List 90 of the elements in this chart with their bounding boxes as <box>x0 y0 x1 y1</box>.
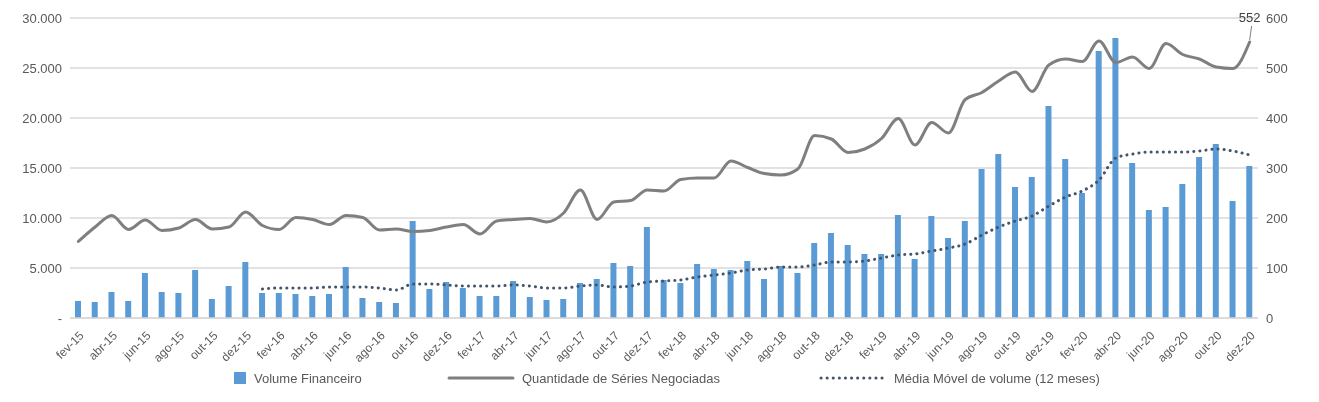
bar <box>309 296 316 318</box>
bar <box>175 293 182 318</box>
bar <box>727 270 734 318</box>
bar <box>978 169 985 318</box>
bar <box>710 269 717 318</box>
bar <box>761 279 768 318</box>
bar <box>811 243 818 318</box>
bar <box>1145 210 1152 318</box>
bar <box>392 303 399 318</box>
bar <box>643 227 650 318</box>
bar <box>861 254 868 318</box>
bar <box>677 283 684 318</box>
bar <box>1212 144 1219 318</box>
y-tick-label: 30.000 <box>22 10 62 26</box>
bar <box>794 273 801 318</box>
bar <box>1078 193 1085 318</box>
bar <box>292 294 299 318</box>
y2-tick-label: 600 <box>1266 10 1288 26</box>
bar <box>1045 106 1052 318</box>
bar <box>426 289 433 318</box>
bar <box>1229 201 1236 318</box>
bar <box>141 273 148 318</box>
bar <box>1129 163 1136 318</box>
bar <box>961 221 968 318</box>
y-tick-label: 10.000 <box>22 210 62 226</box>
y2-tick-label: 300 <box>1266 160 1288 176</box>
bar <box>342 267 349 318</box>
bar <box>443 282 450 318</box>
bar <box>1095 51 1102 318</box>
y-tick-label: 15.000 <box>22 160 62 176</box>
bar <box>1179 184 1186 318</box>
bar <box>627 266 634 318</box>
bar <box>878 254 885 318</box>
y-tick-label: 25.000 <box>22 60 62 76</box>
bar <box>359 298 366 318</box>
bar <box>510 281 517 318</box>
bar <box>560 299 567 318</box>
bar <box>225 286 232 318</box>
bar <box>844 245 851 318</box>
bar <box>1162 207 1169 318</box>
bar <box>1112 38 1119 318</box>
legend-label: Volume Financeiro <box>254 370 362 386</box>
bar <box>945 238 952 318</box>
y2-tick-label: 400 <box>1266 110 1288 126</box>
bar <box>1196 157 1203 318</box>
bar <box>543 300 550 318</box>
y-tick-label: - <box>57 310 62 326</box>
y2-tick-label: 200 <box>1266 210 1288 226</box>
bar <box>208 299 215 318</box>
bar <box>125 301 132 318</box>
bar <box>827 233 834 318</box>
bar <box>894 215 901 318</box>
bar <box>1062 159 1069 318</box>
bar <box>325 294 332 318</box>
bar <box>911 259 918 318</box>
bar <box>108 292 115 318</box>
bar <box>409 221 416 318</box>
bar <box>1012 187 1019 318</box>
bar <box>259 293 266 318</box>
bar <box>576 283 583 318</box>
bar <box>158 292 165 318</box>
bar <box>744 261 751 318</box>
y2-tick-label: 100 <box>1266 260 1288 276</box>
bar <box>91 302 98 318</box>
bar <box>275 293 282 318</box>
y2-tick-label: 0 <box>1266 310 1274 326</box>
bar <box>694 264 701 318</box>
bar <box>593 279 600 318</box>
legend-label: Quantidade de Séries Negociadas <box>521 370 721 386</box>
bar <box>660 280 667 318</box>
bar <box>75 301 81 318</box>
bar <box>928 216 935 318</box>
annotation: 552 <box>1238 10 1261 25</box>
legend-label: Média Móvel de volume (12 meses) <box>894 370 1100 386</box>
bar <box>1246 166 1253 318</box>
bar <box>476 296 483 318</box>
bar <box>376 302 383 318</box>
bar <box>610 263 617 318</box>
y-tick-label: 20.000 <box>22 110 62 126</box>
line-series <box>260 147 1252 292</box>
y2-tick-label: 500 <box>1266 60 1288 76</box>
bar <box>192 270 199 318</box>
bar <box>995 154 1002 318</box>
bar <box>777 266 784 318</box>
y-tick-label: 5.000 <box>29 260 62 276</box>
bar <box>1028 177 1035 318</box>
bar <box>493 296 500 318</box>
bar <box>459 288 466 318</box>
bar <box>526 297 533 318</box>
bar <box>242 262 249 318</box>
